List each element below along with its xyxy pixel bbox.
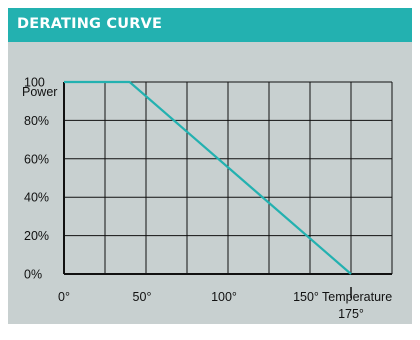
x-axis-label: Temperature [322,290,392,304]
y-axis-label: Power [22,85,57,99]
derating-curve-line [64,80,352,275]
x-tick-label: 0° [58,290,70,304]
grid [63,81,393,275]
series [64,80,352,275]
y-tick-label: 60% [24,152,49,166]
x-tick-label: 175° [338,307,364,321]
y-tick-label: 100 [24,76,45,90]
chart-header: DERATING CURVE [8,8,412,42]
y-tick-label: 80% [24,114,49,128]
x-tick-label: 50° [133,290,152,304]
x-tick-label: 100° [211,290,237,304]
axes [63,82,392,298]
y-tick-label: 20% [24,229,49,243]
y-tick-label: 0% [24,268,42,282]
chart-panel [8,8,412,324]
x-tick-label: 150° [293,290,319,304]
chart-title: DERATING CURVE [17,16,163,32]
labels: Power Temperature 100 80% 60% 40% 20% 0% 0° 50°… [22,76,392,322]
y-tick-label: 40% [24,191,49,205]
